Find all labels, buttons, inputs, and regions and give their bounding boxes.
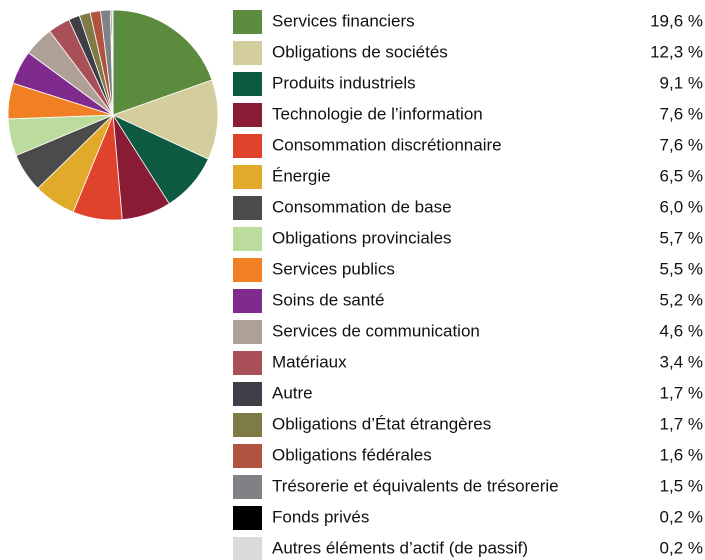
value-label: 0,2 % xyxy=(660,507,703,526)
value-label: 12,3 % xyxy=(650,42,703,61)
legend-swatch xyxy=(233,41,262,65)
value-label: 7,6 % xyxy=(660,104,703,123)
legend-swatch xyxy=(233,475,262,499)
legend-swatch xyxy=(233,165,262,189)
legend-label: Consommation de base xyxy=(272,197,452,216)
value-label: 1,7 % xyxy=(660,414,703,433)
legend-swatch xyxy=(233,10,262,34)
value-label: 9,1 % xyxy=(660,73,703,92)
legend-swatch xyxy=(233,289,262,313)
legend-label: Obligations de sociétés xyxy=(272,42,448,61)
value-label: 1,6 % xyxy=(660,445,703,464)
value-label: 1,7 % xyxy=(660,383,703,402)
legend-label: Matériaux xyxy=(272,352,347,371)
legend-label: Obligations d’État étrangères xyxy=(272,414,491,433)
legend-swatch xyxy=(233,351,262,375)
legend-label: Services financiers xyxy=(272,11,415,30)
legend-swatch xyxy=(233,537,262,560)
legend-swatch xyxy=(233,227,262,251)
legend-label: Obligations fédérales xyxy=(272,445,432,464)
value-label: 6,0 % xyxy=(660,197,703,216)
legend-swatch xyxy=(233,413,262,437)
legend-label: Technologie de l’information xyxy=(272,104,483,123)
legend-label: Trésorerie et équivalents de trésorerie xyxy=(272,476,559,495)
legend-swatch xyxy=(233,382,262,406)
pie-slice xyxy=(111,9,114,116)
legend-label: Autre xyxy=(272,383,313,402)
legend-label: Services de communication xyxy=(272,321,480,340)
value-label: 5,2 % xyxy=(660,290,703,309)
value-label: 1,5 % xyxy=(660,476,703,495)
value-label: 3,4 % xyxy=(660,352,703,371)
legend-label: Obligations provinciales xyxy=(272,228,452,247)
legend-label: Services publics xyxy=(272,259,395,278)
legend-label: Fonds privés xyxy=(272,507,369,526)
legend-swatch xyxy=(233,196,262,220)
value-label: 0,2 % xyxy=(660,538,703,557)
value-label: 7,6 % xyxy=(660,135,703,154)
legend-swatch xyxy=(233,506,262,530)
legend-label: Autres éléments d’actif (de passif) xyxy=(272,538,528,557)
value-label: 4,6 % xyxy=(660,321,703,340)
legend-label: Énergie xyxy=(272,166,331,185)
legend-swatch xyxy=(233,444,262,468)
value-label: 6,5 % xyxy=(660,166,703,185)
legend-swatch xyxy=(233,258,262,282)
legend-swatch xyxy=(233,320,262,344)
legend-label: Produits industriels xyxy=(272,73,416,92)
legend-swatch xyxy=(233,103,262,127)
pie-slice xyxy=(111,79,219,160)
value-label: 5,7 % xyxy=(660,228,703,247)
legend-label: Consommation discrétionnaire xyxy=(272,135,502,154)
value-label: 5,5 % xyxy=(660,259,703,278)
value-label: 19,6 % xyxy=(650,11,703,30)
legend-swatch xyxy=(233,72,262,96)
legend-swatch xyxy=(233,134,262,158)
legend-label: Soins de santé xyxy=(272,290,384,309)
